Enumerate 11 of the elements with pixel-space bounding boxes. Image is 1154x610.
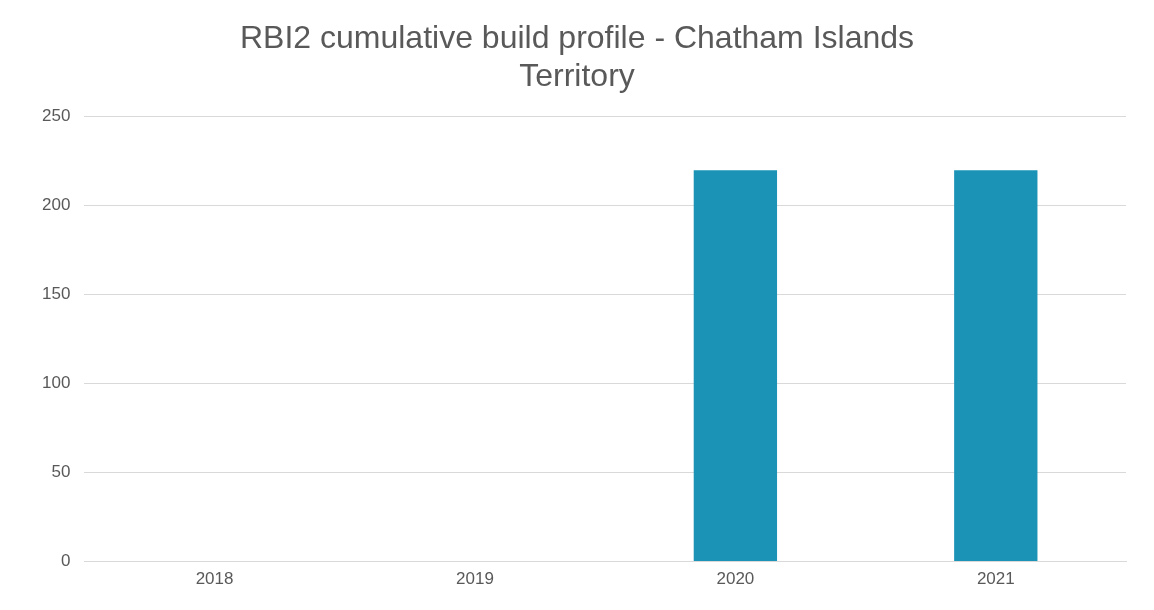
chart-title: RBI2 cumulative build profile - Chatham Islands Territory xyxy=(239,19,915,94)
y-tick-label: 150 xyxy=(41,284,71,304)
x-tick-label: 2018 xyxy=(195,569,234,589)
x-tick-label: 2021 xyxy=(976,569,1015,589)
y-tick-label: 200 xyxy=(41,195,71,215)
x-tick-label: 2019 xyxy=(456,569,494,589)
y-tick-label: 100 xyxy=(41,373,71,393)
y-tick-label: 0 xyxy=(60,551,71,571)
y-tick-label: 50 xyxy=(51,462,71,482)
x-tick-label: 2020 xyxy=(716,569,755,589)
y-tick-label: 250 xyxy=(41,106,71,126)
